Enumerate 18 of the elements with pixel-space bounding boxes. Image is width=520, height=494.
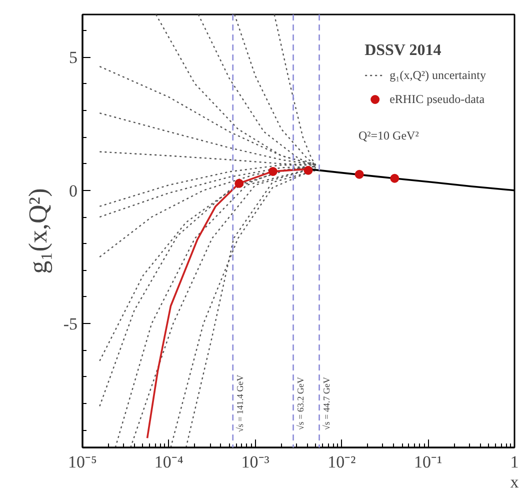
annotation: √s = 63.2 GeV	[295, 376, 306, 430]
y-tick-label: 0	[69, 181, 78, 200]
x-tick-label: 10⁻⁴	[154, 452, 184, 472]
y-tick-label: 5	[69, 48, 78, 68]
x-tick-label: 10⁻⁵	[68, 452, 98, 472]
x-tick-label: 10⁻³	[241, 452, 270, 472]
legend-label: g₁(x,Q²) uncertainty	[390, 68, 486, 82]
annotation: √s = 44.7 GeV	[321, 376, 332, 430]
legend-title: DSSV 2014	[364, 42, 442, 60]
annotation: √s = 141.4 GeV	[234, 374, 245, 432]
x-tick-label: 10⁻²	[328, 452, 356, 472]
x-tick-label: 1	[510, 452, 519, 472]
legend-label: eRHIC pseudo-data	[390, 92, 485, 106]
annotation: Q²=10 GeV²	[358, 128, 420, 142]
x-tick-label: 10⁻¹	[414, 452, 442, 472]
y-axis-title: g₁(x,Q²)	[23, 188, 52, 274]
y-tick-label: -5	[63, 314, 78, 334]
x-axis-title: x	[510, 472, 520, 492]
